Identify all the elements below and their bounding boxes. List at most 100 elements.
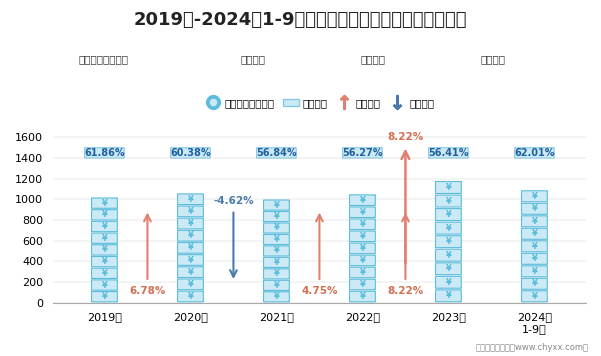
Legend: 累计保费（亿元）, 寿险占比, 同比增加, 同比减少: 累计保费（亿元）, 寿险占比, 同比增加, 同比减少 [201, 94, 438, 112]
FancyBboxPatch shape [350, 219, 375, 230]
Text: ¥: ¥ [188, 292, 194, 301]
FancyBboxPatch shape [263, 223, 289, 233]
Text: 2019年-2024年1-9月陕西省累计原保险保费收入统计图: 2019年-2024年1-9月陕西省累计原保险保费收入统计图 [134, 11, 467, 29]
Text: ¥: ¥ [531, 267, 537, 276]
Text: ¥: ¥ [445, 210, 451, 219]
FancyBboxPatch shape [436, 209, 462, 220]
Text: ¥: ¥ [273, 258, 279, 267]
Text: ¥: ¥ [359, 208, 365, 217]
FancyBboxPatch shape [91, 292, 117, 302]
FancyBboxPatch shape [350, 207, 375, 218]
FancyBboxPatch shape [522, 216, 548, 227]
FancyBboxPatch shape [177, 255, 203, 265]
FancyBboxPatch shape [263, 200, 289, 210]
FancyBboxPatch shape [514, 148, 554, 158]
FancyBboxPatch shape [263, 269, 289, 279]
Text: ¥: ¥ [188, 244, 194, 252]
Text: ¥: ¥ [102, 210, 108, 219]
Text: -4.62%: -4.62% [213, 195, 254, 205]
Text: ¥: ¥ [188, 268, 194, 277]
Text: 62.01%: 62.01% [514, 148, 555, 158]
FancyBboxPatch shape [91, 280, 117, 290]
FancyBboxPatch shape [177, 230, 203, 241]
FancyBboxPatch shape [350, 243, 375, 254]
Text: ¥: ¥ [359, 220, 365, 229]
Text: ¥: ¥ [445, 278, 451, 287]
Text: ¥: ¥ [273, 224, 279, 232]
Text: ¥: ¥ [188, 280, 194, 289]
Text: ¥: ¥ [445, 237, 451, 246]
FancyBboxPatch shape [177, 279, 203, 290]
Text: ¥: ¥ [188, 195, 194, 204]
Text: ¥: ¥ [531, 217, 537, 226]
FancyBboxPatch shape [91, 233, 117, 244]
FancyBboxPatch shape [429, 148, 468, 158]
FancyBboxPatch shape [436, 249, 462, 261]
Text: ¥: ¥ [445, 291, 451, 300]
FancyBboxPatch shape [522, 266, 548, 277]
Text: 6.78%: 6.78% [129, 286, 166, 296]
Text: 56.41%: 56.41% [428, 148, 469, 158]
Text: ¥: ¥ [102, 222, 108, 231]
FancyBboxPatch shape [177, 291, 203, 302]
FancyBboxPatch shape [177, 206, 203, 217]
FancyBboxPatch shape [171, 148, 210, 158]
Text: ¥: ¥ [531, 242, 537, 251]
FancyBboxPatch shape [85, 148, 124, 158]
Text: ¥: ¥ [188, 256, 194, 265]
Text: ¥: ¥ [359, 268, 365, 277]
Text: ¥: ¥ [102, 292, 108, 301]
Text: ¥: ¥ [359, 196, 365, 205]
Text: ¥: ¥ [188, 219, 194, 228]
Text: 56.84%: 56.84% [256, 148, 297, 158]
Text: 4.75%: 4.75% [301, 286, 338, 296]
Text: ¥: ¥ [102, 199, 108, 208]
Text: ¥: ¥ [445, 197, 451, 205]
Text: ¥: ¥ [102, 281, 108, 289]
FancyBboxPatch shape [91, 245, 117, 255]
Text: 61.86%: 61.86% [84, 148, 125, 158]
FancyBboxPatch shape [436, 195, 462, 207]
FancyBboxPatch shape [350, 195, 375, 205]
FancyBboxPatch shape [263, 246, 289, 256]
Text: ¥: ¥ [188, 207, 194, 216]
Text: 56.27%: 56.27% [342, 148, 383, 158]
Text: ¥: ¥ [359, 292, 365, 301]
FancyBboxPatch shape [263, 234, 289, 245]
FancyBboxPatch shape [522, 241, 548, 252]
Text: ¥: ¥ [531, 192, 537, 201]
Text: ¥: ¥ [445, 224, 451, 232]
FancyBboxPatch shape [263, 257, 289, 267]
Text: ¥: ¥ [531, 254, 537, 263]
FancyBboxPatch shape [91, 256, 117, 267]
Text: 8.22%: 8.22% [387, 131, 424, 142]
FancyBboxPatch shape [350, 267, 375, 278]
Text: ¥: ¥ [102, 269, 108, 278]
Text: ¥: ¥ [273, 246, 279, 256]
Text: ¥: ¥ [273, 212, 279, 221]
Text: ¥: ¥ [531, 229, 537, 238]
FancyBboxPatch shape [522, 191, 548, 202]
Text: ¥: ¥ [531, 279, 537, 288]
Text: 60.38%: 60.38% [170, 148, 211, 158]
FancyBboxPatch shape [177, 194, 203, 205]
FancyBboxPatch shape [263, 280, 289, 290]
FancyBboxPatch shape [522, 253, 548, 264]
FancyBboxPatch shape [177, 218, 203, 229]
FancyBboxPatch shape [343, 148, 382, 158]
FancyBboxPatch shape [436, 182, 462, 193]
FancyBboxPatch shape [91, 198, 117, 208]
Text: 累计保费（亿元）: 累计保费（亿元） [78, 54, 128, 64]
FancyBboxPatch shape [522, 228, 548, 239]
Text: 寿险占比: 寿险占比 [240, 54, 266, 64]
FancyBboxPatch shape [91, 221, 117, 232]
FancyBboxPatch shape [350, 255, 375, 266]
FancyBboxPatch shape [91, 210, 117, 220]
Text: ¥: ¥ [273, 235, 279, 244]
FancyBboxPatch shape [436, 276, 462, 288]
FancyBboxPatch shape [436, 236, 462, 248]
FancyBboxPatch shape [257, 148, 296, 158]
Text: ¥: ¥ [273, 281, 279, 290]
FancyBboxPatch shape [522, 291, 548, 302]
FancyBboxPatch shape [522, 278, 548, 289]
